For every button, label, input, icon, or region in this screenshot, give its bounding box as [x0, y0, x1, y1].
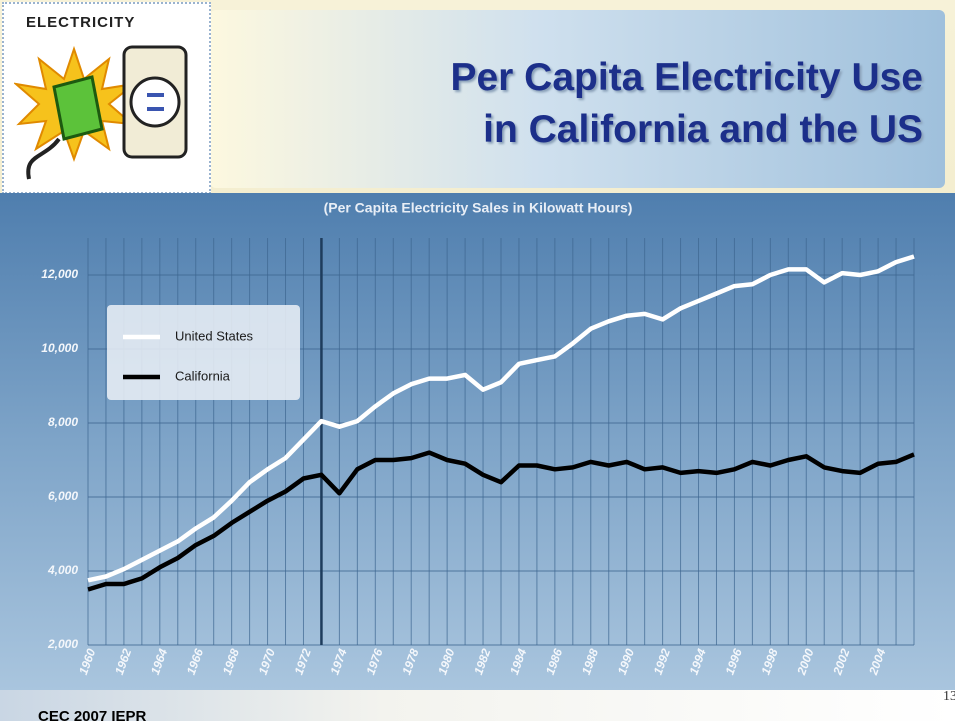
y-tick-label: 4,000: [47, 563, 78, 577]
y-tick-label: 12,000: [41, 267, 78, 281]
legend-label: California: [175, 368, 231, 383]
slide-title: Per Capita Electricity Use in California…: [450, 56, 923, 151]
section-box: ELECTRICITY: [2, 2, 211, 194]
legend-box: [107, 305, 300, 400]
section-label: ELECTRICITY: [26, 14, 136, 31]
plug-icon: [14, 45, 188, 180]
y-tick-label: 2,000: [47, 637, 78, 651]
footer-text: CEC 2007 IEPR: [38, 708, 147, 721]
series-line: [87, 450, 915, 592]
y-tick-label: 8,000: [48, 415, 78, 429]
legend-label: United States: [175, 328, 254, 343]
footer-band: [0, 690, 955, 721]
chart-background: [0, 193, 955, 690]
page-number: 13: [943, 689, 955, 704]
chart-subtitle: (Per Capita Electricity Sales in Kilowat…: [324, 200, 633, 216]
title-banner: [210, 10, 945, 188]
legend: United States California: [107, 305, 300, 400]
y-tick-label: 6,000: [48, 489, 78, 503]
series-line: [87, 254, 915, 583]
y-tick-label: 10,000: [41, 341, 78, 355]
